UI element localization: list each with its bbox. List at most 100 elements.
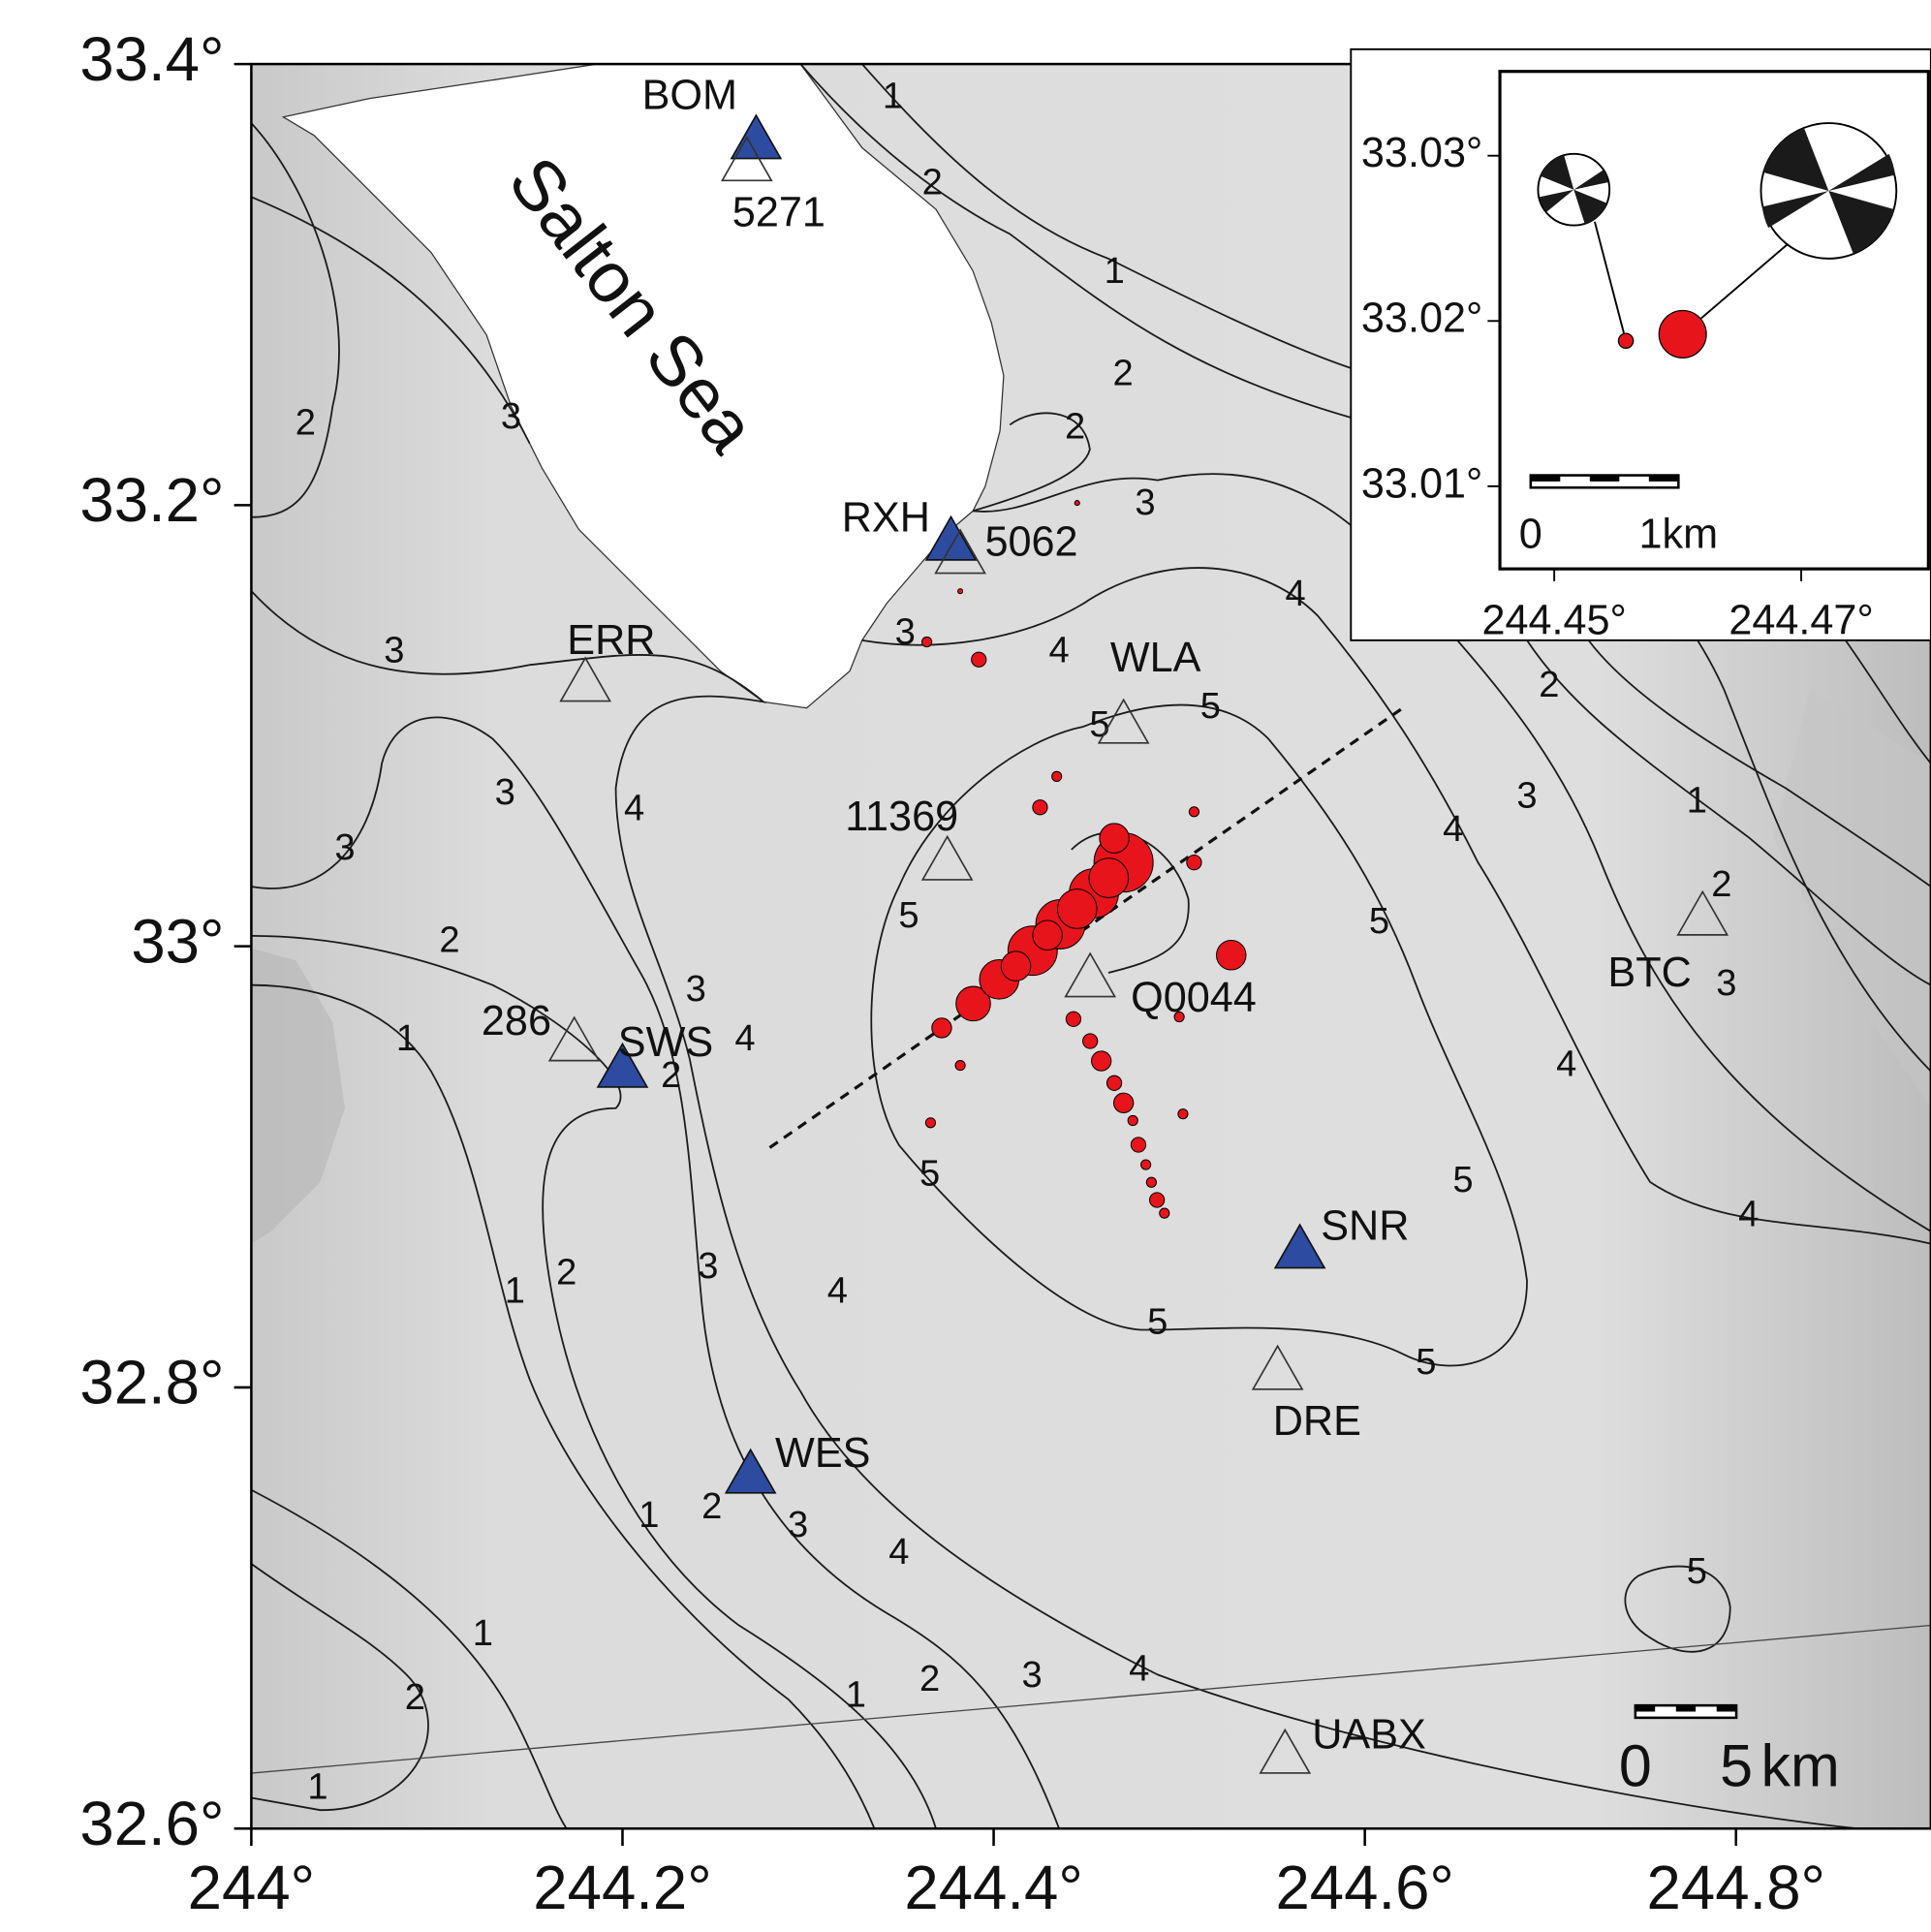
earthquake xyxy=(1033,920,1063,950)
earthquake xyxy=(1001,951,1031,982)
contour-label: 5 xyxy=(1369,900,1389,942)
contour-label: 1 xyxy=(307,1766,327,1808)
station-label: RXH xyxy=(842,495,930,542)
earthquake xyxy=(1089,858,1129,898)
station-label: 5271 xyxy=(732,189,825,235)
contour-label: 3 xyxy=(501,395,521,437)
contour-label: 1 xyxy=(473,1612,493,1654)
contour-label: 4 xyxy=(734,1017,755,1059)
contour-label: 5 xyxy=(1416,1341,1436,1383)
contour-label: 3 xyxy=(1135,482,1155,523)
inset-x-tick-label: 244.47° xyxy=(1729,597,1873,643)
scale-label: 5 xyxy=(1720,1733,1753,1799)
contour-label: 3 xyxy=(895,611,916,653)
earthquake xyxy=(958,589,963,594)
station-label: 286 xyxy=(482,998,551,1044)
earthquake xyxy=(922,637,932,646)
contour-label: 2 xyxy=(919,1658,940,1699)
contour-label: 2 xyxy=(1711,863,1731,905)
station-label: BTC xyxy=(1607,950,1691,996)
y-tick-label: 33.4° xyxy=(79,25,224,94)
earthquake xyxy=(1052,771,1062,781)
scale-bar-segment xyxy=(1635,1705,1655,1711)
earthquake xyxy=(925,1118,935,1128)
station-label: Q0044 xyxy=(1131,975,1257,1021)
y-tick-label: 32.6° xyxy=(79,1790,224,1858)
earthquake xyxy=(1160,1208,1169,1218)
inset: 0 1km 33.01° 33.02° 33.03° 244.45° 244.47° xyxy=(1351,49,1931,644)
contour-label: 4 xyxy=(827,1269,848,1311)
contour-label: 2 xyxy=(922,162,943,203)
contour-label: 2 xyxy=(439,919,459,960)
earthquake xyxy=(1128,1115,1137,1125)
station-label: SNR xyxy=(1321,1202,1409,1249)
scale-label: km xyxy=(1760,1733,1839,1799)
earthquake xyxy=(1075,501,1079,506)
earthquake xyxy=(1146,1177,1156,1187)
earthquake xyxy=(1659,311,1706,358)
earthquake xyxy=(1066,1012,1080,1026)
contour-label: 4 xyxy=(1285,573,1305,614)
contour-label: 4 xyxy=(624,787,644,828)
inset-y-tick-label: 33.03° xyxy=(1361,130,1482,176)
contour-label: 1 xyxy=(638,1494,659,1536)
station-label: 11369 xyxy=(845,794,958,840)
focal-mechanism xyxy=(1538,154,1609,226)
contour-label: 4 xyxy=(1048,630,1069,671)
earthquake xyxy=(1106,1075,1121,1090)
earthquake xyxy=(1216,941,1246,971)
map-figure: 1212234233334212343455554321234545554321… xyxy=(0,0,1931,1932)
x-tick-label: 244.2° xyxy=(533,1854,711,1922)
contour-label: 1 xyxy=(1687,780,1707,822)
contour-label: 2 xyxy=(701,1485,722,1527)
contour-label: 3 xyxy=(334,826,355,868)
scale-label: 0 xyxy=(1619,1733,1652,1799)
scale-label: 1km xyxy=(1639,512,1719,558)
earthquake xyxy=(1150,1193,1165,1207)
contour-label: 4 xyxy=(1556,1044,1576,1085)
earthquake xyxy=(972,652,986,667)
scale-bar-segment xyxy=(1676,1705,1696,1711)
contour-label: 5 xyxy=(898,894,919,936)
inset-y-tick-label: 33.02° xyxy=(1361,296,1482,342)
station-label: ERR xyxy=(567,617,655,664)
scale-bar-segment xyxy=(1717,1705,1736,1711)
earthquake xyxy=(1083,1034,1098,1048)
contour-label: 4 xyxy=(888,1531,909,1573)
earthquake xyxy=(1091,1051,1110,1071)
station-label: BOM xyxy=(642,73,737,119)
focal-mechanism xyxy=(1760,123,1896,259)
contour-label: 5 xyxy=(1089,703,1109,745)
station-label: WES xyxy=(775,1430,870,1477)
earthquake xyxy=(1189,807,1199,817)
contour-label: 2 xyxy=(1065,405,1085,447)
station-label: UABX xyxy=(1312,1711,1426,1758)
contour-label: 3 xyxy=(1516,775,1537,817)
contour-label: 3 xyxy=(1716,962,1736,1004)
inset-x-tick-label: 244.45° xyxy=(1481,597,1626,643)
contour-label: 4 xyxy=(1129,1648,1149,1690)
station-label: DRE xyxy=(1273,1398,1361,1445)
station-label: 5062 xyxy=(985,519,1078,566)
contour-label: 3 xyxy=(495,771,515,813)
contour-label: 1 xyxy=(505,1269,525,1311)
contour-label: 3 xyxy=(384,630,404,671)
contour-label: 5 xyxy=(1687,1550,1707,1592)
inset-y-tick-label: 33.01° xyxy=(1361,460,1482,507)
earthquake xyxy=(1033,800,1047,815)
contour-label: 2 xyxy=(556,1251,576,1293)
scale-label: 0 xyxy=(1519,512,1542,558)
contour-label: 4 xyxy=(1443,808,1463,850)
contour-label: 2 xyxy=(1539,664,1559,705)
contour-label: 5 xyxy=(1452,1159,1473,1200)
earthquake xyxy=(1113,1093,1133,1112)
earthquake xyxy=(955,1061,965,1071)
contour-label: 1 xyxy=(396,1017,417,1059)
y-tick-label: 33.2° xyxy=(79,466,224,535)
contour-label: 1 xyxy=(846,1673,866,1715)
earthquake xyxy=(1141,1160,1151,1169)
earthquake xyxy=(1100,824,1130,854)
station-label: WLA xyxy=(1110,635,1201,681)
earthquake xyxy=(1187,856,1201,870)
earthquake xyxy=(932,1018,951,1038)
